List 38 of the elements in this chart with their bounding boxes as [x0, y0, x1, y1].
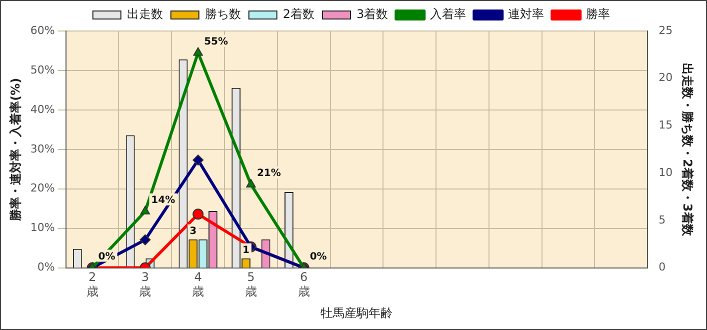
point	[192, 154, 204, 166]
legend-label: 3着数	[356, 7, 388, 22]
legend-label: 連対率	[508, 7, 544, 22]
data-label: 0%	[98, 251, 116, 262]
y-tick-label: 0%	[37, 260, 55, 274]
y2-tick-label: 20	[658, 71, 673, 84]
legend-label: 勝ち数	[204, 7, 241, 22]
y2-tick-label: 25	[658, 24, 673, 37]
x-tick-label: 5歳	[244, 270, 257, 299]
y2-tick-label: 5	[658, 213, 666, 226]
x-tick-label: 3歳	[139, 270, 152, 299]
y2-tick-label: 10	[658, 166, 673, 179]
data-label: 55%	[204, 36, 228, 48]
y2-axis-title: 出走数・勝ち数・2着数・3着数	[680, 63, 695, 237]
legend-label: 入着率	[430, 7, 466, 22]
legend-label: 出走数	[126, 7, 163, 22]
y-axis-title: 勝率・連対率・入着率(%)	[8, 78, 22, 222]
y2-tick-label: 15	[658, 118, 673, 132]
legend-label: 2着数	[282, 7, 315, 22]
y-tick-label: 50%	[30, 63, 55, 76]
x-tick-label: 2歳	[86, 270, 98, 299]
y2-tick-label: 0	[658, 260, 666, 274]
data-label: 1	[242, 244, 250, 256]
point	[246, 179, 256, 188]
point	[140, 206, 150, 214]
data-label: 0%	[310, 251, 327, 262]
x-tick-label: 6歳	[298, 270, 310, 299]
data-label: 3	[190, 226, 197, 237]
y-tick-label: 60%	[30, 24, 55, 37]
x-axis-title: 牡馬産駒年齢	[320, 306, 393, 320]
data-label: 21%	[256, 168, 281, 180]
y-tick-label: 20%	[30, 182, 55, 195]
x-tick-label: 4歳	[192, 270, 204, 299]
legend-label: 勝率	[586, 7, 610, 22]
data-label: 14%	[151, 194, 176, 206]
y-tick-label: 10%	[30, 221, 55, 234]
y-tick-label: 40%	[30, 102, 55, 116]
y-tick-label: 30%	[30, 142, 55, 156]
